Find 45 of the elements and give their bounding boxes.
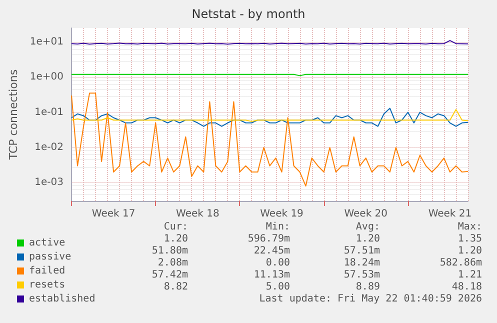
x-tick-label: Week 18 <box>176 208 220 220</box>
text: Cur: <box>164 222 188 232</box>
text: Min: <box>266 222 290 232</box>
text: 5.00 <box>266 282 290 292</box>
text: 1.20 <box>458 246 482 256</box>
text: 51.80m <box>152 246 188 256</box>
text: 1.20 <box>356 234 380 244</box>
text: 1.35 <box>458 234 482 244</box>
text: 18.24m <box>344 258 380 268</box>
y-tick-label: 1e+00 <box>30 72 64 83</box>
text: 48.18 <box>452 282 482 292</box>
line-series <box>71 109 468 122</box>
legend-label: passive <box>29 252 72 262</box>
legend-label: active <box>29 238 66 248</box>
chart-title: Netstat - by month <box>192 7 306 21</box>
text: Max: <box>458 222 482 232</box>
text: Avg: <box>356 222 380 232</box>
y-tick-label: 1e-01 <box>34 106 64 118</box>
text: 11.13m <box>254 270 290 280</box>
text: 8.89 <box>356 282 380 292</box>
text: 57.42m <box>152 270 188 280</box>
x-tick-label: Week 20 <box>344 208 388 220</box>
text: 8.82 <box>164 282 188 292</box>
line-series <box>71 92 468 187</box>
text: 57.51m <box>344 246 380 256</box>
x-tick-label: Week 19 <box>260 208 304 220</box>
text: 596.79m <box>248 234 290 244</box>
line-series <box>71 108 468 127</box>
y-axis-title: TCP connections <box>7 69 20 161</box>
text: 0.00 <box>266 258 290 268</box>
x-tick-label: Week 17 <box>92 208 136 220</box>
text: 582.86m <box>440 258 482 268</box>
text: 1.20 <box>164 234 188 244</box>
text: Last update: Fri May 22 01:40:59 2026 <box>259 294 482 304</box>
legend-label: failed <box>29 266 66 276</box>
x-tick-label: Week 21 <box>428 208 472 220</box>
legend-label: established <box>29 294 96 304</box>
text: 1.21 <box>458 270 482 280</box>
y-tick-label: 1e+01 <box>30 36 64 48</box>
text: 22.45m <box>254 246 290 256</box>
y-tick-label: 1e-03 <box>34 177 64 188</box>
y-tick-label: 1e-02 <box>34 142 64 153</box>
legend-label: resets <box>29 280 66 290</box>
text: 2.08m <box>158 258 188 268</box>
text: 57.53m <box>344 270 380 280</box>
